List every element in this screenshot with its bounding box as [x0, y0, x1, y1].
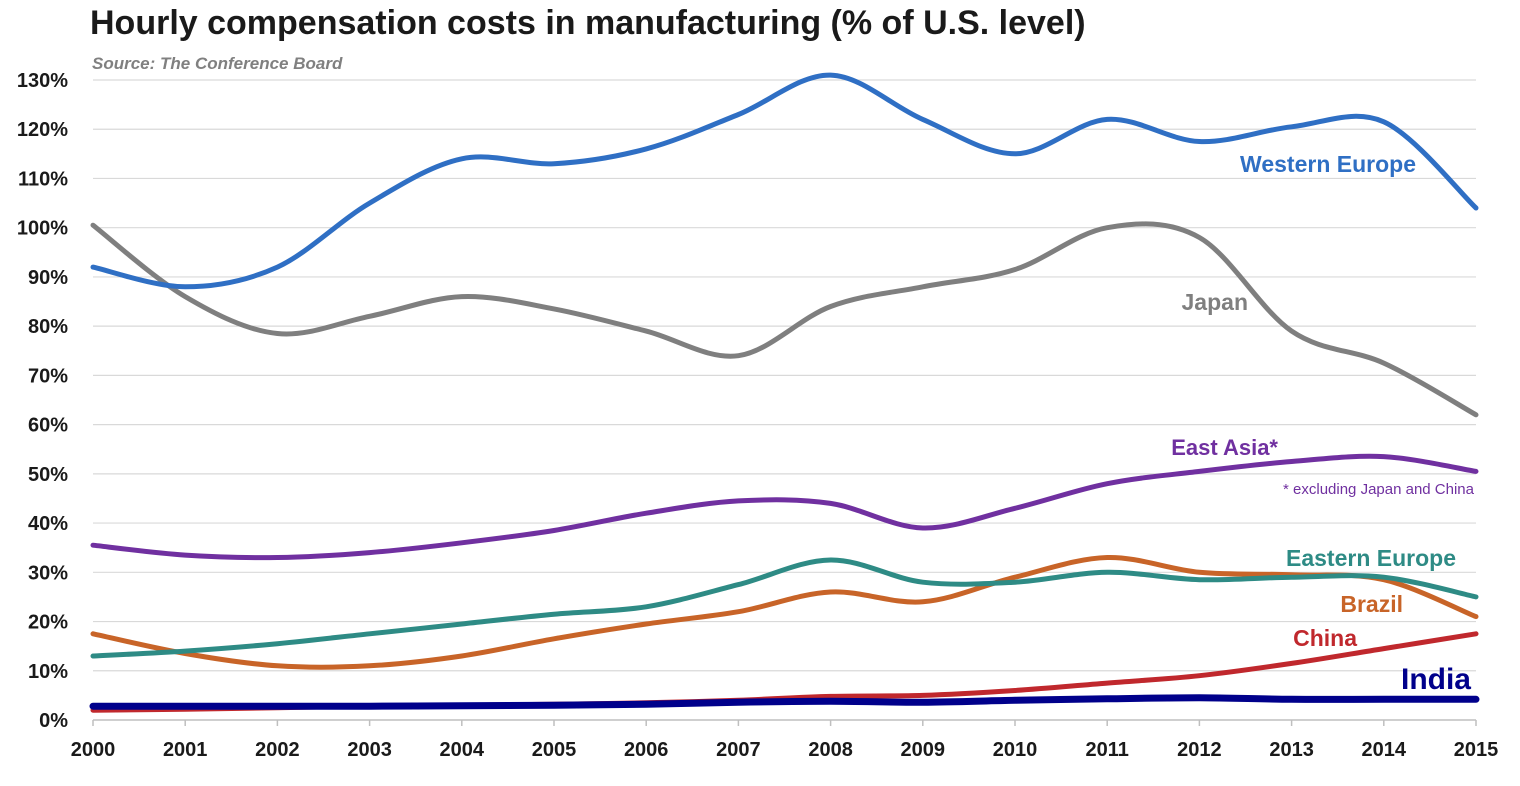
x-tick-label: 2015: [1454, 739, 1499, 761]
series-label-india: India: [1401, 663, 1471, 696]
y-tick-label: 70%: [28, 365, 68, 387]
y-tick-label: 100%: [17, 218, 68, 240]
y-tick-label: 30%: [28, 562, 68, 584]
y-tick-label: 110%: [18, 168, 68, 190]
x-tick-label: 2007: [716, 739, 761, 761]
grid-lines: [93, 79, 1476, 672]
x-tick-label: 2009: [901, 739, 946, 761]
axes: 0% 10% 20% 30% 40% 50% 60% 70% 80% 90% 100% 110% 120…: [17, 70, 1498, 761]
x-tick-label: 2013: [1269, 739, 1314, 761]
series-label-brazil: Brazil: [1340, 591, 1403, 617]
x-tick-label: 2011: [1086, 739, 1129, 761]
x-tick-label: 2000: [71, 739, 116, 761]
series-line-east-asia: [90, 453, 1479, 561]
series-label-east-asia: East Asia*: [1171, 435, 1278, 460]
y-tick-label: 0%: [39, 710, 68, 732]
series-label-western-europe: Western Europe: [1240, 151, 1416, 177]
y-tick-label: 60%: [28, 415, 68, 437]
y-tick-label: 80%: [28, 316, 68, 338]
series-line-western-europe: [90, 72, 1479, 290]
x-tick-label: 2012: [1177, 739, 1222, 761]
series-line-india: [89, 694, 1480, 710]
y-tick-label: 90%: [28, 267, 68, 289]
x-tick-label: 2008: [808, 739, 853, 761]
y-tick-label: 40%: [28, 513, 68, 535]
series-note-east-asia: * excluding Japan and China: [1283, 481, 1475, 498]
x-tick-label: 2003: [347, 739, 392, 761]
y-tick-label: 130%: [17, 70, 68, 92]
series-labels: Western Europe Japan East Asia* * excluding…: [1171, 151, 1474, 696]
series-label-eastern-europe: Eastern Europe: [1286, 545, 1456, 571]
x-tick-label: 2006: [624, 739, 669, 761]
chart-source: Source: The Conference Board: [92, 54, 343, 73]
y-tick-label: 50%: [28, 464, 68, 486]
y-tick-label: 10%: [28, 661, 68, 683]
x-tick-label: 2014: [1362, 739, 1407, 761]
x-tick-label: 2005: [532, 739, 577, 761]
y-tick-label: 20%: [28, 612, 68, 634]
x-tick-label: 2004: [440, 739, 485, 761]
series-line-eastern-europe: [90, 557, 1479, 659]
series-line-brazil: [90, 554, 1479, 670]
series-label-japan: Japan: [1182, 289, 1248, 315]
y-tick-label: 120%: [17, 119, 68, 141]
series-line-japan: [90, 221, 1479, 418]
x-tick-label: 2002: [255, 739, 300, 761]
series-label-china: China: [1293, 625, 1357, 651]
x-tick-label: 2010: [993, 739, 1038, 761]
series-lines: [89, 72, 1480, 713]
x-tick-label: 2001: [163, 739, 208, 761]
chart-title: Hourly compensation costs in manufacturi…: [90, 4, 1086, 42]
